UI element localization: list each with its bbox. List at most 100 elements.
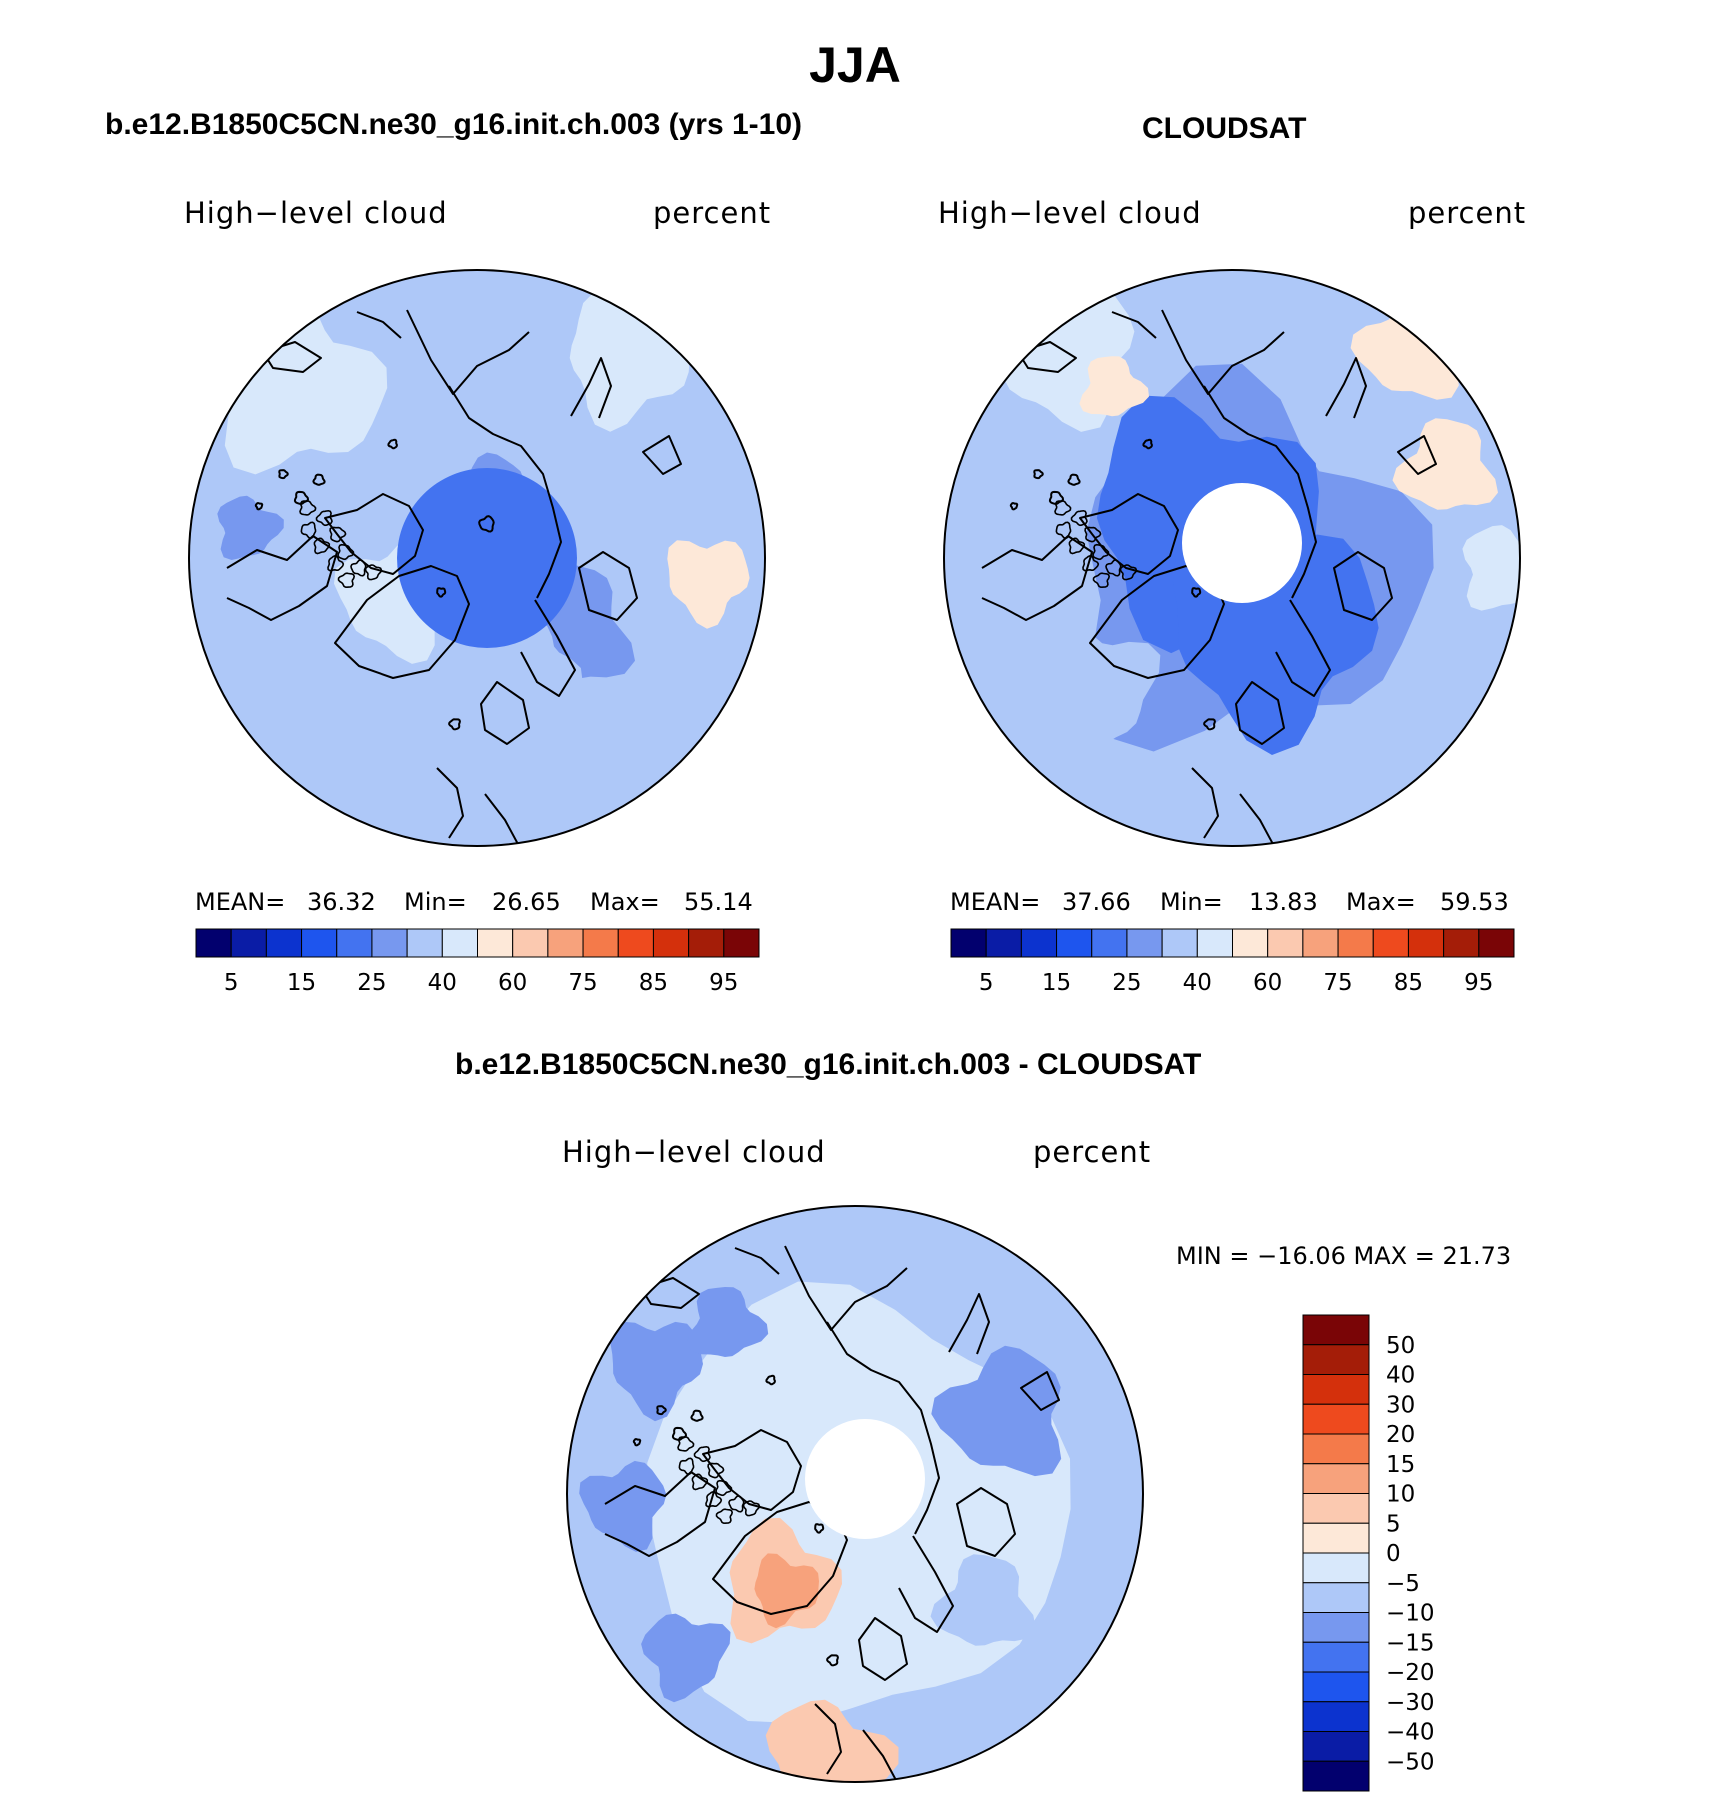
coastline: [1089, 565, 1225, 679]
coastline: [406, 309, 530, 395]
colorbar-box: [1232, 928, 1269, 958]
colorbar-box: [1196, 928, 1233, 958]
coastline: [814, 1703, 842, 1775]
colorbar-box: [1478, 928, 1515, 958]
coastline: [1191, 767, 1219, 839]
panel-3-polar-map: [566, 1205, 1144, 1783]
colorbar-tick-label: 15: [1042, 970, 1071, 996]
colorbar-box: [1020, 928, 1058, 958]
panel-3-title: b.e12.B1850C5CN.ne30_g16.init.ch.003 - C…: [455, 1048, 1202, 1081]
coastline: [1142, 438, 1153, 450]
coastline: [642, 435, 682, 475]
panel-1-units-label: percent: [653, 196, 772, 230]
coastline: [814, 1523, 825, 1534]
coastline: [578, 551, 638, 621]
coastline: [826, 1654, 839, 1667]
coastline: [356, 311, 402, 339]
colorbar-tick-label: −10: [1386, 1601, 1435, 1627]
colorbar-tick-label: 10: [1386, 1482, 1415, 1508]
panel-3-units-label: percent: [1033, 1135, 1152, 1169]
colorbar-box: [1302, 1582, 1370, 1613]
colorbar-box: [406, 928, 443, 958]
colorbar-tick-label: 60: [498, 970, 527, 996]
coastline: [1161, 309, 1285, 395]
coastline: [678, 1457, 695, 1476]
colorbar-box: [1126, 928, 1163, 958]
coastline: [656, 1405, 667, 1416]
coastline: [484, 793, 520, 846]
coastline: [715, 1508, 734, 1525]
map-border: [188, 269, 766, 847]
colorbar-tick-label: 20: [1386, 1422, 1415, 1448]
panel-2-title: CLOUDSAT: [1142, 112, 1307, 145]
colorbar-box: [1302, 1552, 1370, 1584]
coastline: [632, 1438, 642, 1447]
coastline: [1092, 572, 1111, 589]
coastline: [1084, 526, 1102, 543]
panel-2-mean-value: 37.66: [1062, 888, 1131, 916]
colorbar-tick-label: 15: [1386, 1452, 1415, 1478]
coastline: [1235, 681, 1285, 745]
colorbar-tick-label: 75: [568, 970, 597, 996]
coastline: [337, 572, 356, 589]
panel-1-colorbar: 5 15 25 40 60 75 85 95: [195, 928, 760, 996]
polar-mask: [1182, 483, 1302, 603]
panel-2-max-label: Max=: [1346, 888, 1416, 916]
coastline: [315, 509, 333, 527]
colorbar-tick-label: 50: [1386, 1333, 1415, 1359]
colorbar-tick-label: 85: [1394, 970, 1423, 996]
colorbar-box: [301, 928, 338, 958]
coastline: [712, 1501, 848, 1615]
coastline: [948, 1293, 990, 1355]
coastline: [765, 1374, 776, 1386]
colorbar-box: [1302, 1731, 1370, 1762]
colorbar-box: [265, 928, 303, 958]
panel-1-min-label: Min=: [404, 888, 467, 916]
colorbar-box: [1302, 1641, 1370, 1673]
coastline: [742, 1500, 761, 1517]
colorbar-tick-label: 5: [979, 970, 994, 996]
panel-1-variable-label: High−level cloud: [184, 196, 448, 230]
colorbar-box: [1302, 1671, 1370, 1703]
coastline: [1111, 311, 1157, 339]
panel-1-title: b.e12.B1850C5CN.ne30_g16.init.ch.003 (yr…: [105, 108, 803, 141]
colorbar-box: [547, 928, 584, 958]
coastline: [312, 473, 326, 486]
contour-region: [1462, 525, 1520, 611]
coastline: [570, 357, 612, 419]
contour-region: [1392, 418, 1498, 510]
coastline: [1068, 537, 1086, 555]
coastline: [1054, 500, 1072, 516]
coastline: [784, 1245, 908, 1331]
coastline: [448, 718, 461, 731]
panel-3-variable-label: High−level cloud: [562, 1135, 826, 1169]
coastline: [693, 1445, 711, 1463]
coastline: [858, 1617, 908, 1681]
coastline: [364, 564, 383, 581]
coastline: [1020, 1371, 1060, 1411]
coastline: [1333, 551, 1393, 621]
coastline: [278, 469, 289, 480]
colorbar-tick-label: −30: [1386, 1690, 1435, 1716]
colorbar-box: [1302, 1701, 1370, 1732]
colorbar-tick-label: 40: [1183, 970, 1212, 996]
coastline: [690, 1409, 704, 1422]
coastline: [313, 537, 331, 555]
coastline: [640, 1277, 700, 1309]
coastline: [254, 502, 264, 511]
colorbar-box: [1302, 1612, 1370, 1643]
contour-region: [1079, 356, 1149, 417]
coastline: [478, 515, 495, 533]
coastline: [329, 526, 347, 543]
colorbar-tick-label: −15: [1386, 1630, 1435, 1656]
coastline: [1070, 509, 1088, 527]
panel-2-min-value: 13.83: [1249, 888, 1318, 916]
colorbar-box: [1302, 1344, 1370, 1375]
coastline: [436, 587, 447, 598]
panel-2-colorbar: 5 15 25 40 60 75 85 95: [950, 928, 1515, 996]
coastline: [262, 341, 322, 373]
colorbar-box: [1302, 1463, 1370, 1494]
colorbar-box: [1302, 1760, 1370, 1792]
panel-2-mean-label: MEAN=: [950, 888, 1041, 916]
